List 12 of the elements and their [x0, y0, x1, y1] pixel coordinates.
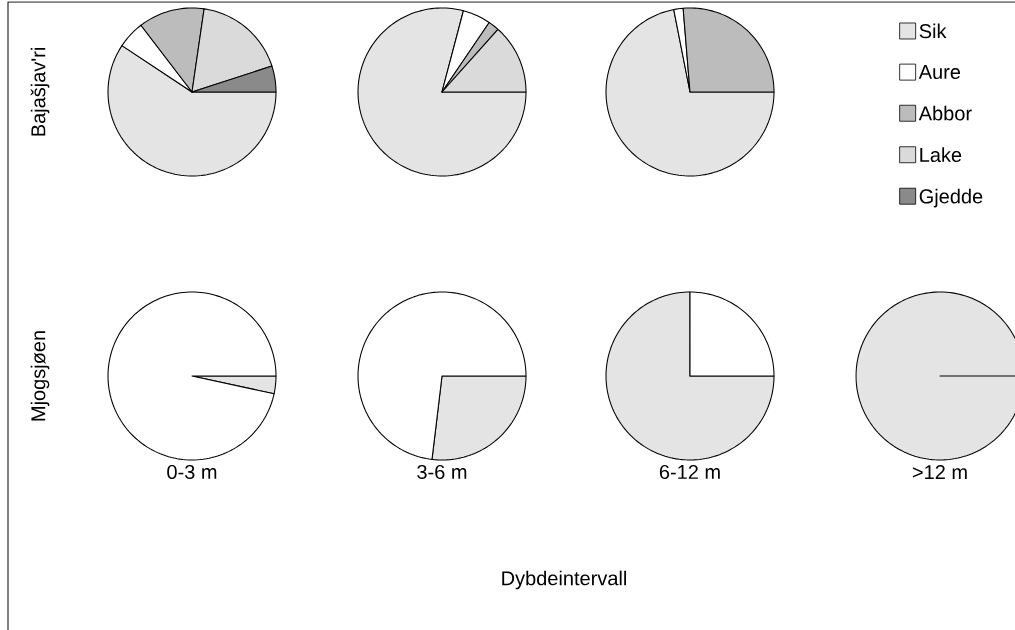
legend-label: Gjedde: [919, 188, 983, 208]
legend-label: Lake: [920, 147, 962, 163]
text: Bajašjav'ri: [30, 48, 50, 136]
legend-label: Abbor: [918, 105, 972, 121]
text: Dybdeintervall: [502, 570, 626, 590]
legend-label: Sik: [919, 23, 947, 39]
text: 3-6 m: [417, 464, 467, 480]
text: Mjogsjøen: [30, 331, 50, 421]
text: 6-12 m: [659, 464, 720, 480]
text: >12 m: [912, 465, 967, 479]
legend-label: Aure: [918, 65, 961, 80]
text: 0-3 m: [167, 464, 217, 480]
